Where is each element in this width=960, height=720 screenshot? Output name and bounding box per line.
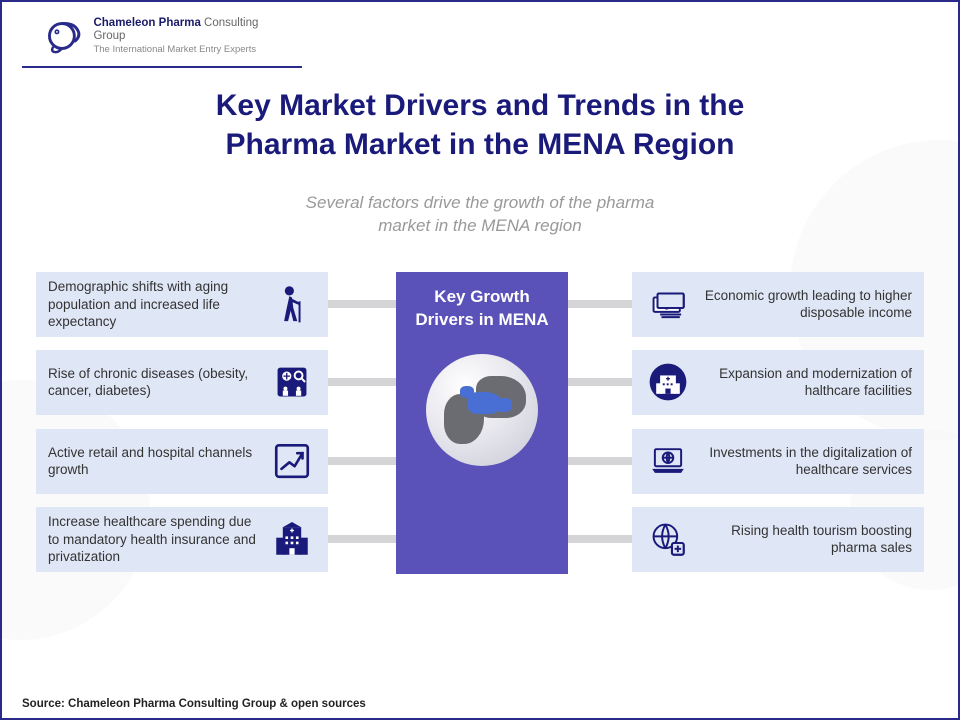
laptop-globe-icon bbox=[644, 437, 692, 485]
page-frame: Chameleon Pharma Consulting Group The In… bbox=[0, 0, 960, 720]
driver-box: Investments in the digitalization of hea… bbox=[632, 429, 924, 494]
subtitle-line: Several factors drive the growth of the … bbox=[2, 192, 958, 215]
title-line: Key Market Drivers and Trends in the bbox=[2, 86, 958, 125]
connector bbox=[328, 378, 396, 386]
connector bbox=[568, 300, 636, 308]
center-label: Key Growth Drivers in MENA bbox=[412, 286, 552, 332]
center-hub: Key Growth Drivers in MENA bbox=[396, 272, 568, 574]
driver-box: Increase healthcare spending due to mand… bbox=[36, 507, 328, 572]
healthcare-facility-icon bbox=[644, 358, 692, 406]
growth-chart-icon bbox=[268, 437, 316, 485]
driver-box: Expansion and modernization of halthcare… bbox=[632, 350, 924, 415]
elderly-icon bbox=[268, 280, 316, 328]
title-line: Pharma Market in the MENA Region bbox=[2, 125, 958, 164]
connector bbox=[568, 535, 636, 543]
chronic-disease-icon bbox=[268, 358, 316, 406]
health-tourism-icon bbox=[644, 515, 692, 563]
connector bbox=[568, 457, 636, 465]
hospital-icon bbox=[268, 515, 316, 563]
page-title: Key Market Drivers and Trends in the Pha… bbox=[2, 86, 958, 164]
driver-text: Demographic shifts with aging population… bbox=[48, 278, 260, 331]
driver-box: Active retail and hospital channels grow… bbox=[36, 429, 328, 494]
driver-box: Economic growth leading to higher dispos… bbox=[632, 272, 924, 337]
connector bbox=[328, 300, 396, 308]
driver-box: Rise of chronic diseases (obesity, cance… bbox=[36, 350, 328, 415]
chameleon-logo-icon bbox=[42, 14, 83, 58]
mena-globe-icon bbox=[426, 354, 538, 466]
driver-text: Expansion and modernization of halthcare… bbox=[700, 365, 912, 400]
connector bbox=[568, 378, 636, 386]
connector bbox=[328, 535, 396, 543]
driver-text: Economic growth leading to higher dispos… bbox=[700, 287, 912, 322]
driver-text: Investments in the digitalization of hea… bbox=[700, 444, 912, 479]
driver-box: Rising health tourism boosting pharma sa… bbox=[632, 507, 924, 572]
driver-text: Rising health tourism boosting pharma sa… bbox=[700, 522, 912, 557]
brand-tagline: The International Market Entry Experts bbox=[93, 44, 282, 55]
source-attribution: Source: Chameleon Pharma Consulting Grou… bbox=[22, 698, 366, 710]
driver-text: Increase healthcare spending due to mand… bbox=[48, 513, 260, 566]
connector bbox=[328, 457, 396, 465]
subtitle-line: market in the MENA region bbox=[2, 215, 958, 238]
drivers-diagram: Demographic shifts with aging population… bbox=[2, 272, 958, 602]
driver-box: Demographic shifts with aging population… bbox=[36, 272, 328, 337]
brand-header: Chameleon Pharma Consulting Group The In… bbox=[22, 2, 302, 68]
money-icon bbox=[644, 280, 692, 328]
page-subtitle: Several factors drive the growth of the … bbox=[2, 192, 958, 238]
brand-text: Chameleon Pharma Consulting Group The In… bbox=[93, 17, 282, 56]
brand-name-strong: Chameleon Pharma bbox=[93, 17, 204, 29]
driver-text: Rise of chronic diseases (obesity, cance… bbox=[48, 365, 260, 400]
brand-line1: Chameleon Pharma Consulting Group bbox=[93, 17, 282, 45]
driver-text: Active retail and hospital channels grow… bbox=[48, 444, 260, 479]
